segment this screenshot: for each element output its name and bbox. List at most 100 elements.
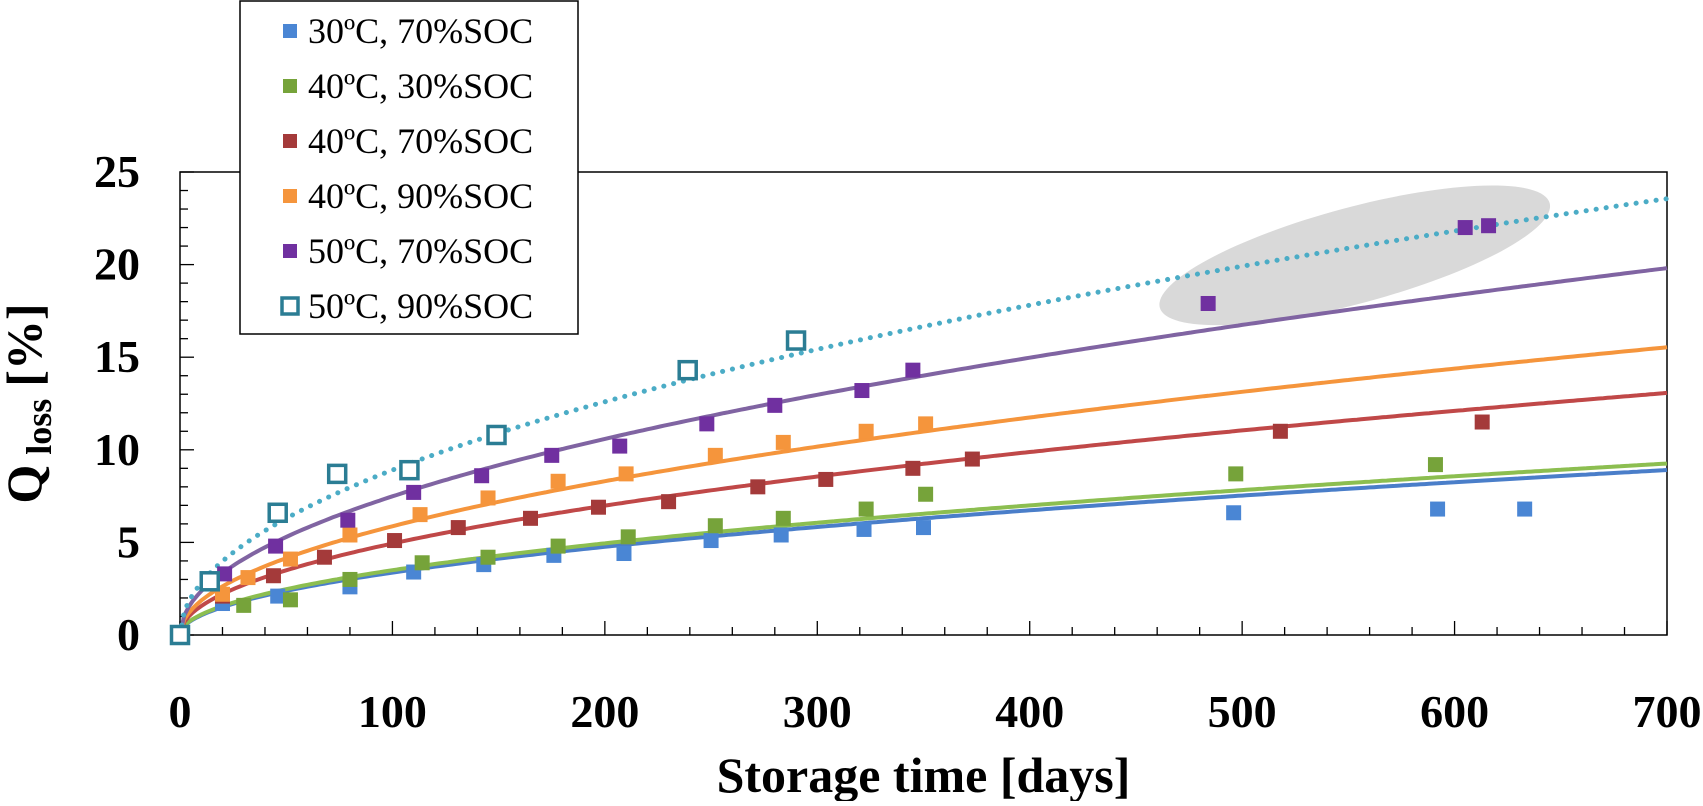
legend-label: 50ºC, 70%SOC bbox=[308, 231, 533, 271]
point-40-c-90-soc bbox=[918, 416, 934, 432]
point-50-c-70-soc bbox=[854, 383, 870, 399]
point-40-c-70-soc bbox=[661, 494, 677, 510]
y-axis-title-unit: [%] bbox=[0, 303, 52, 386]
point-40-c-70-soc bbox=[1474, 414, 1490, 430]
x-tick-label: 500 bbox=[1208, 686, 1277, 737]
legend-marker bbox=[283, 189, 297, 203]
y-tick-label: 15 bbox=[94, 331, 140, 382]
x-tick-label: 700 bbox=[1633, 686, 1702, 737]
point-40-c-90-soc bbox=[550, 473, 566, 489]
legend-marker bbox=[283, 244, 297, 258]
x-tick-label: 200 bbox=[570, 686, 639, 737]
legend-label: 40ºC, 70%SOC bbox=[308, 121, 533, 161]
point-30-c-70-soc bbox=[703, 533, 719, 549]
point-50-c-70-soc bbox=[767, 397, 783, 413]
x-tick-label: 400 bbox=[995, 686, 1064, 737]
point-40-c-70-soc bbox=[818, 471, 834, 487]
y-axis-title-main: Q bbox=[0, 465, 52, 504]
point-50-c-70-soc bbox=[474, 468, 490, 484]
point-40-c-30-soc bbox=[236, 597, 252, 613]
point-50-c-90-soc bbox=[677, 359, 698, 381]
point-40-c-30-soc bbox=[1228, 466, 1244, 482]
point-40-c-90-soc bbox=[480, 490, 496, 506]
point-40-c-30-soc bbox=[858, 501, 874, 517]
point-30-c-70-soc bbox=[1517, 501, 1533, 517]
y-axis-title: Qloss [%] bbox=[0, 303, 59, 503]
point-40-c-30-soc bbox=[918, 486, 934, 502]
point-40-c-70-soc bbox=[523, 510, 539, 526]
y-tick-label: 25 bbox=[94, 146, 140, 197]
fit-line-40-c-70-soc bbox=[178, 390, 1668, 636]
point-50-c-90-soc bbox=[199, 571, 220, 592]
x-tick-label: 0 bbox=[169, 686, 192, 737]
point-50-c-90-soc bbox=[169, 624, 191, 646]
point-50-c-90-soc bbox=[486, 424, 507, 446]
y-axis-title-sub: loss bbox=[19, 399, 59, 455]
point-50-c-70-soc bbox=[268, 538, 284, 554]
point-50-c-70-soc bbox=[612, 438, 628, 454]
point-50-c-70-soc bbox=[340, 512, 356, 528]
data-points bbox=[169, 218, 1533, 646]
point-40-c-90-soc bbox=[342, 527, 358, 543]
point-40-c-70-soc bbox=[316, 549, 332, 565]
point-50-c-70-soc bbox=[905, 362, 921, 378]
fit-line-40-c-90-soc bbox=[178, 345, 1668, 636]
legend-box bbox=[239, 0, 579, 335]
point-40-c-30-soc bbox=[282, 592, 298, 608]
point-40-c-90-soc bbox=[412, 507, 428, 523]
point-40-c-70-soc bbox=[964, 451, 980, 467]
legend: 30ºC, 70%SOC 40ºC, 30%SOC 40ºC, 70%SOC 40ºC… bbox=[239, 0, 579, 335]
point-40-c-70-soc bbox=[750, 479, 766, 495]
point-30-c-70-soc bbox=[1430, 501, 1446, 517]
legend-label: 40ºC, 90%SOC bbox=[308, 176, 533, 216]
point-40-c-90-soc bbox=[775, 434, 791, 450]
point-40-c-30-soc bbox=[342, 571, 358, 587]
x-tick-label: 600 bbox=[1420, 686, 1489, 737]
legend-marker bbox=[283, 134, 297, 148]
y-tick-label: 10 bbox=[94, 424, 140, 475]
x-tick-label: 100 bbox=[358, 686, 427, 737]
legend-marker bbox=[283, 24, 297, 38]
point-40-c-30-soc bbox=[707, 518, 723, 534]
x-tick-label: 300 bbox=[783, 686, 852, 737]
point-40-c-30-soc bbox=[775, 510, 791, 526]
legend-label: 30ºC, 70%SOC bbox=[308, 11, 533, 51]
point-40-c-70-soc bbox=[450, 520, 466, 536]
point-30-c-70-soc bbox=[270, 588, 286, 604]
point-40-c-30-soc bbox=[480, 549, 496, 565]
y-tick-label: 0 bbox=[117, 609, 140, 660]
y-tick-label: 20 bbox=[94, 239, 140, 290]
point-30-c-70-soc bbox=[856, 521, 872, 537]
fit-line-50-c-70-soc bbox=[178, 266, 1668, 636]
y-tick-label: 5 bbox=[117, 516, 140, 567]
point-40-c-90-soc bbox=[858, 423, 874, 439]
legend-marker bbox=[280, 296, 300, 316]
point-30-c-70-soc bbox=[916, 520, 931, 536]
point-50-c-70-soc bbox=[1200, 295, 1216, 311]
point-50-c-90-soc bbox=[399, 459, 420, 481]
point-40-c-30-soc bbox=[1427, 457, 1443, 473]
point-50-c-70-soc bbox=[217, 566, 233, 582]
point-50-c-70-soc bbox=[544, 447, 560, 463]
point-40-c-70-soc bbox=[387, 533, 403, 549]
point-40-c-30-soc bbox=[414, 555, 430, 571]
point-40-c-30-soc bbox=[550, 538, 566, 554]
point-30-c-70-soc bbox=[1226, 505, 1242, 521]
plot-frame bbox=[179, 171, 1668, 636]
x-axis-title: Storage time [days] bbox=[717, 747, 1131, 801]
legend-label: 40ºC, 30%SOC bbox=[308, 66, 533, 106]
point-40-c-90-soc bbox=[618, 466, 634, 482]
point-30-c-70-soc bbox=[616, 546, 632, 562]
point-40-c-90-soc bbox=[240, 570, 256, 586]
point-50-c-70-soc bbox=[1481, 218, 1497, 234]
point-50-c-70-soc bbox=[1457, 220, 1473, 236]
point-40-c-70-soc bbox=[590, 499, 606, 515]
point-40-c-90-soc bbox=[707, 447, 723, 463]
point-40-c-90-soc bbox=[282, 551, 298, 567]
legend-marker bbox=[283, 79, 297, 93]
point-30-c-70-soc bbox=[773, 527, 789, 543]
point-40-c-70-soc bbox=[1272, 423, 1288, 439]
legend-label: 50ºC, 90%SOC bbox=[308, 286, 533, 326]
